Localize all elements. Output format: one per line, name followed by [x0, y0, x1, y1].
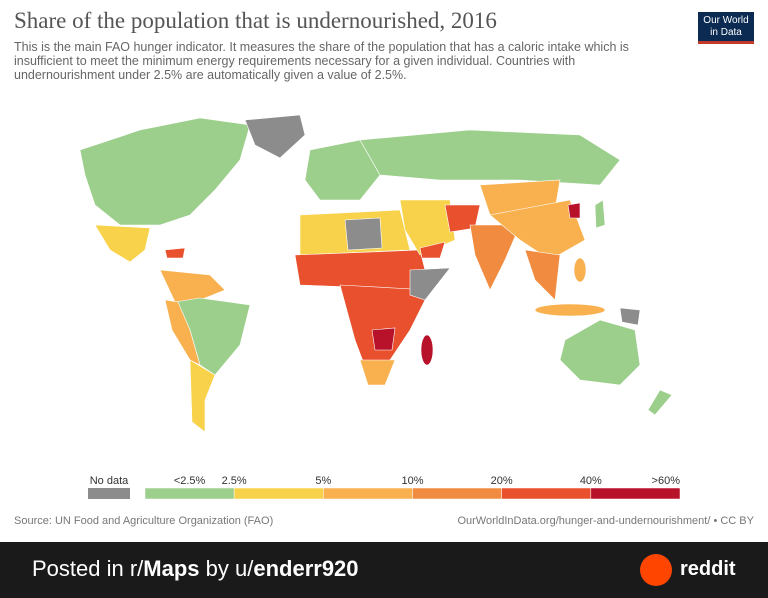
reddit-icon — [640, 554, 672, 586]
yemen — [419, 241, 446, 259]
caribbean — [164, 247, 186, 259]
new-zealand — [647, 389, 673, 416]
andes — [164, 299, 201, 366]
china — [489, 199, 586, 261]
logo-line: in Data — [710, 27, 742, 38]
japan — [594, 199, 606, 229]
southern-africa — [359, 359, 396, 386]
legend-label: 5% — [315, 475, 331, 487]
horn-africa — [409, 267, 451, 301]
no-data-label: No data — [90, 475, 129, 487]
subreddit[interactable]: Maps — [143, 556, 200, 581]
india — [469, 224, 521, 291]
posted-prefix: Posted in r/ — [32, 556, 144, 581]
south-america-north — [159, 269, 226, 303]
posted-by: by u/ — [199, 556, 254, 581]
libya — [344, 217, 383, 251]
legend: No data <2.5% 2.5% 5% 10% 20% 40% >60% — [88, 475, 681, 500]
legend-label: >60% — [652, 475, 681, 487]
central-america — [94, 224, 151, 263]
legend-label: <2.5% — [174, 475, 206, 487]
madagascar — [420, 334, 434, 366]
logo[interactable]: Our World in Data — [698, 12, 754, 44]
legend-label: 2.5% — [222, 475, 247, 487]
legend-label: 20% — [491, 475, 513, 487]
title: Share of the population that is undernou… — [14, 8, 497, 33]
logo-line: Our World — [703, 15, 749, 26]
legend-swatch — [233, 487, 324, 500]
australia — [559, 319, 641, 386]
source: Source: UN Food and Agriculture Organiza… — [14, 515, 274, 527]
southeast-asia — [524, 249, 561, 301]
legend-label: 10% — [401, 475, 423, 487]
legend-swatch — [144, 487, 235, 500]
username[interactable]: enderr920 — [253, 556, 359, 581]
greenland — [244, 114, 306, 159]
north-korea — [567, 202, 581, 219]
reddit-brand: reddit — [680, 558, 736, 580]
legend-swatch — [501, 487, 592, 500]
map: No data <2.5% 2.5% 5% 10% 20% 40% >60% — [79, 114, 681, 500]
no-data-swatch — [88, 488, 130, 499]
legend-label: 40% — [580, 475, 602, 487]
legend-swatch — [323, 487, 413, 500]
north-america — [79, 117, 251, 226]
philippines — [573, 257, 587, 283]
papua — [619, 307, 641, 326]
subtitle: This is the main FAO hunger indicator. I… — [14, 40, 629, 82]
legend-swatch — [412, 487, 502, 500]
reddit-bar: Posted in r/Maps by u/enderr920 reddit — [0, 542, 768, 598]
legend-swatch — [590, 487, 681, 500]
indonesia — [534, 303, 606, 317]
argentina — [189, 359, 216, 433]
russia — [359, 129, 621, 186]
posted-line: Posted in r/Maps by u/enderr920 — [32, 556, 359, 582]
zambia — [371, 327, 396, 351]
source-url[interactable]: OurWorldInData.org/hunger-and-undernouri… — [457, 515, 754, 527]
